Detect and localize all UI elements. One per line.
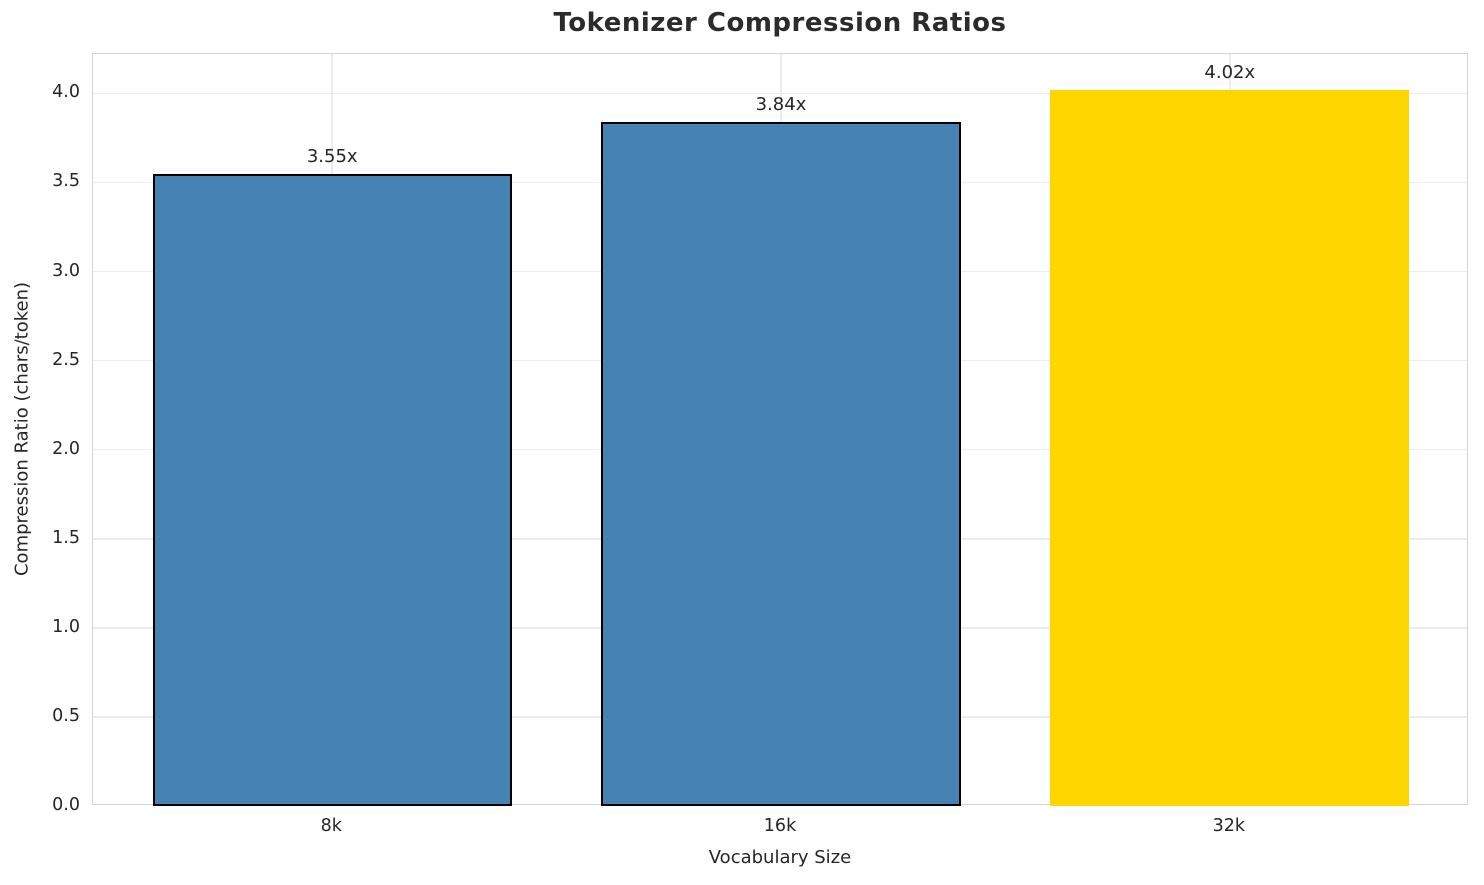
bar-value-label: 4.02x xyxy=(1204,61,1256,83)
x-axis-label: Vocabulary Size xyxy=(708,847,852,868)
y-tick-label: 2.5 xyxy=(52,349,80,370)
y-tick-label: 1.0 xyxy=(52,616,80,637)
y-tick-label: 0.0 xyxy=(52,795,80,815)
y-tick-label: 2.0 xyxy=(52,438,80,459)
x-tick-label-16k: 16k xyxy=(763,816,797,836)
y-tick-label: 0.5 xyxy=(52,705,80,726)
y-tick-label: 3.0 xyxy=(52,260,80,281)
plot-area: 3.55x 3.84x 4.02x xyxy=(92,53,1468,806)
bar-16k xyxy=(601,121,961,806)
y-tick-label: 3.5 xyxy=(52,171,80,192)
x-tick-label-32k: 32k xyxy=(1212,816,1245,836)
y-axis-label: Compression Ratio (chars/token) xyxy=(11,281,33,577)
y-tick-label: 1.5 xyxy=(52,527,80,548)
chart-title: Tokenizer Compression Ratios xyxy=(553,8,1007,38)
bar-32k xyxy=(1050,89,1410,806)
bar-value-label: 3.84x xyxy=(755,93,807,115)
y-tick-label: 4.0 xyxy=(52,82,80,103)
x-tick-label-8k: 8k xyxy=(320,816,342,836)
bar-value-label: 3.55x xyxy=(306,145,358,167)
bar-8k xyxy=(152,173,512,806)
gridline-horizontal xyxy=(93,92,1467,95)
